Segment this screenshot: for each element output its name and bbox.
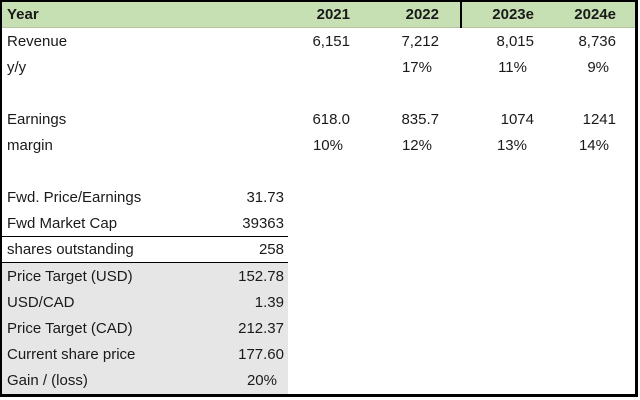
row-usd-cad: USD/CAD 1.39 [2, 289, 635, 316]
row-label: shares outstanding [2, 237, 200, 264]
table-header-row: Year 2021 2022 2023e 2024e [2, 2, 635, 29]
spacer-row [2, 80, 635, 106]
header-column-divider [460, 2, 462, 29]
row-label: Gain / (loss) [2, 367, 200, 394]
header-col-2024e: 2024e [574, 6, 616, 24]
value-cell: 39363 [200, 211, 288, 238]
value-cell: 11% [498, 58, 527, 76]
row-price-target-usd: Price Target (USD) 152.78 [2, 263, 635, 290]
row-shares-outstanding: shares outstanding 258 [2, 237, 635, 264]
value-cell: 14% [578, 137, 609, 155]
row-margin: margin 10% 12% 13% 14% [2, 133, 635, 159]
value-cell: 12% [401, 137, 432, 155]
header-col-2023e: 2023e [492, 6, 534, 24]
value-cell: 8,736 [578, 32, 616, 50]
value-cell: 1074 [500, 111, 534, 129]
value-cell: 17% [401, 58, 432, 76]
value-cell: 258 [200, 237, 288, 264]
value-cell: 8,015 [496, 32, 534, 50]
value-cell: 6,151 [312, 32, 350, 50]
spacer-row [2, 159, 635, 185]
row-current-share-price: Current share price 177.60 [2, 341, 635, 368]
row-gain-loss: Gain / (loss) 20% [2, 367, 635, 394]
header-col-2022: 2022 [405, 6, 439, 24]
row-revenue: Revenue 6,151 7,212 8,015 8,736 [2, 28, 635, 54]
value-cell: 10% [312, 137, 343, 155]
value-cell: 152.78 [200, 263, 288, 290]
row-earnings: Earnings 618.0 835.7 1074 1241 [2, 107, 635, 133]
value-cell: 1241 [582, 111, 616, 129]
value-cell: 177.60 [200, 341, 288, 368]
row-yoy-growth: y/y 17% 11% 9% [2, 54, 635, 80]
value-cell: 618.0 [312, 111, 350, 129]
row-fwd-market-cap: Fwd Market Cap 39363 [2, 211, 635, 238]
row-label: Fwd. Price/Earnings [7, 189, 142, 207]
header-year-label: Year [7, 6, 39, 24]
value-cell: 212.37 [200, 315, 288, 342]
row-label: Price Target (USD) [2, 263, 200, 290]
row-label: Current share price [2, 341, 200, 368]
row-label: USD/CAD [2, 289, 200, 316]
value-cell: 1.39 [200, 289, 288, 316]
row-label: Revenue [7, 32, 68, 50]
row-label: y/y [7, 58, 27, 76]
value-cell: 31.73 [246, 189, 284, 207]
row-fwd-price-earnings: Fwd. Price/Earnings 31.73 [2, 185, 635, 211]
value-cell: 835.7 [401, 111, 439, 129]
value-cell: 9% [587, 58, 609, 76]
row-label: margin [7, 137, 53, 155]
value-cell: 20% [200, 367, 288, 394]
row-label: Fwd Market Cap [2, 211, 200, 238]
row-label: Earnings [7, 111, 67, 129]
value-cell: 7,212 [401, 32, 439, 50]
row-price-target-cad: Price Target (CAD) 212.37 [2, 315, 635, 342]
row-label: Price Target (CAD) [2, 315, 200, 342]
header-col-2021: 2021 [316, 6, 350, 24]
value-cell: 13% [496, 137, 527, 155]
